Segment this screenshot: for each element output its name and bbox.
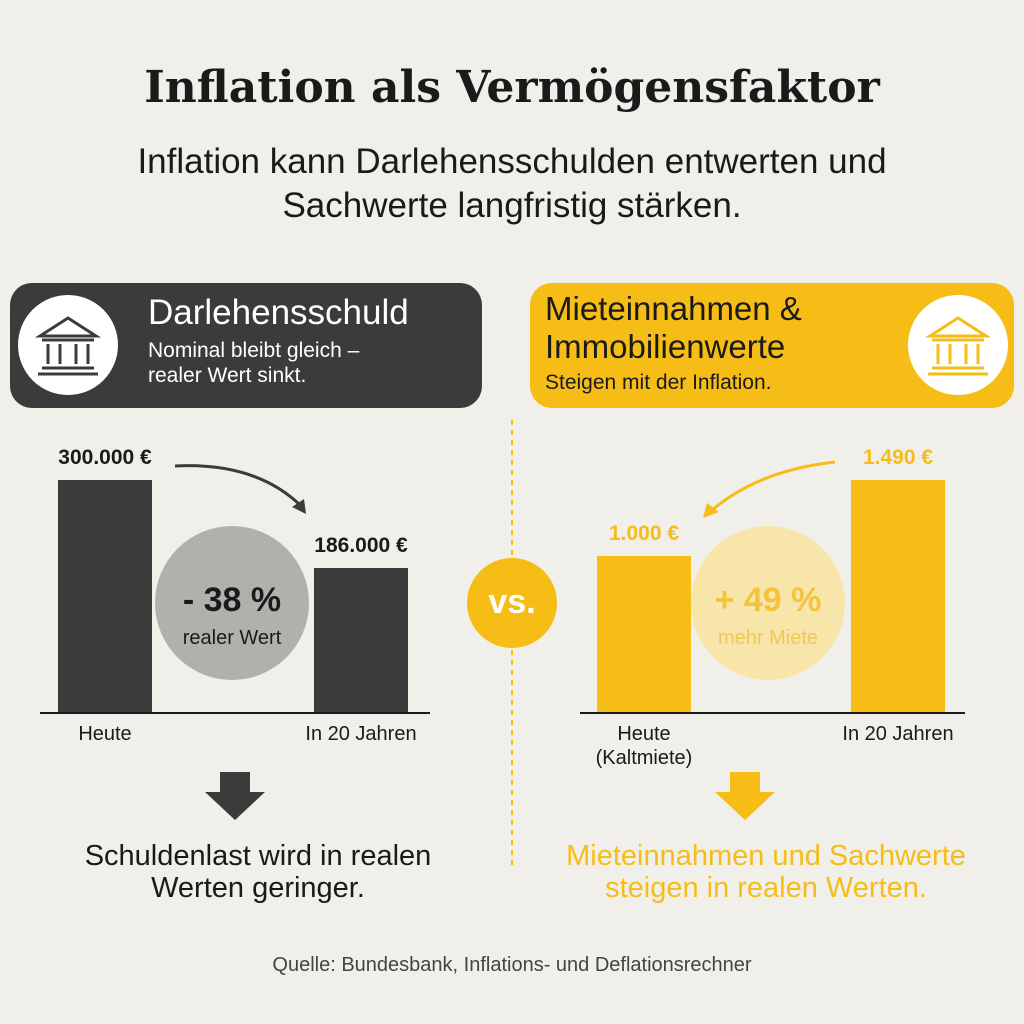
- annotation-value: + 49 %: [714, 581, 822, 619]
- category-label: Heute (Kaltmiete): [595, 723, 693, 769]
- panel-title: Immobilienwerte: [545, 328, 786, 365]
- annotation-label: realer Wert: [182, 627, 282, 649]
- vs-label: vs.: [488, 583, 536, 621]
- subtitle: Inflation kann Darlehensschulden entwert…: [0, 140, 1024, 228]
- panel-right: [530, 283, 1014, 408]
- title: Inflation als Vermögensfaktor: [144, 62, 880, 113]
- panel-title: Darlehensschuld: [148, 293, 409, 332]
- icon-circle: [904, 291, 1012, 399]
- annotation-label: mehr Miete: [717, 627, 819, 649]
- icon-circle: [14, 291, 122, 399]
- bar: [314, 568, 408, 712]
- conclusion-line: Schuldenlast wird in realen: [84, 840, 432, 872]
- subtitle-line: Inflation kann Darlehensschulden entwert…: [137, 142, 887, 181]
- arrow-head: [703, 503, 719, 518]
- annotation-value: - 38 %: [182, 581, 282, 619]
- panel-subtitle: realer Wert sinkt.: [148, 364, 307, 387]
- arrow-head: [292, 499, 306, 514]
- bank-icon: [34, 316, 102, 376]
- value-label: 186.000 €: [314, 534, 408, 558]
- bar: [851, 480, 945, 712]
- category-label: In 20 Jahren: [842, 723, 954, 745]
- subtitle-line: Sachwerte langfristig stärken.: [282, 186, 742, 225]
- conclusion-line: Werten geringer.: [151, 872, 365, 904]
- source: Quelle: Bundesbank, Inflations- und Defl…: [272, 954, 752, 976]
- value-label: 1.490 €: [862, 446, 934, 469]
- panel-title: Mieteinnahmen &: [545, 290, 802, 327]
- category-label: In 20 Jahren: [305, 723, 417, 745]
- axis-line: [580, 712, 965, 714]
- down-arrow: [205, 772, 265, 820]
- arrow: [711, 460, 836, 512]
- panel-subtitle: Steigen mit der Inflation.: [545, 371, 772, 394]
- bar: [58, 480, 152, 712]
- bar: [597, 556, 691, 712]
- axis-line: [40, 712, 430, 714]
- down-arrow: [715, 772, 775, 820]
- panel-text: Darlehensschuld Nominal bleibt gleich – re…: [148, 292, 478, 388]
- value-label: 300.000 €: [58, 446, 152, 469]
- vs-circle: [467, 558, 557, 648]
- conclusion: Mieteinnahmen und Sachwerte steigen in re…: [516, 840, 1016, 904]
- annotation-circle: [691, 526, 845, 680]
- arrow: [174, 464, 302, 507]
- category-label: Heute: [78, 723, 132, 745]
- conclusion-line: Mieteinnahmen und Sachwerte: [566, 840, 966, 872]
- panel-subtitle: Nominal bleibt gleich –: [148, 339, 360, 362]
- conclusion-line: steigen in realen Werten.: [605, 872, 927, 904]
- annotation-circle: [155, 526, 309, 680]
- value-label: 1.000 €: [608, 522, 680, 546]
- panel-left: [10, 283, 482, 408]
- conclusion: Schuldenlast wird in realen Werten gering…: [8, 840, 508, 904]
- bank-icon: [924, 316, 992, 376]
- panel-text: Mieteinnahmen & Immobilienwerte Steigen mi…: [545, 290, 875, 395]
